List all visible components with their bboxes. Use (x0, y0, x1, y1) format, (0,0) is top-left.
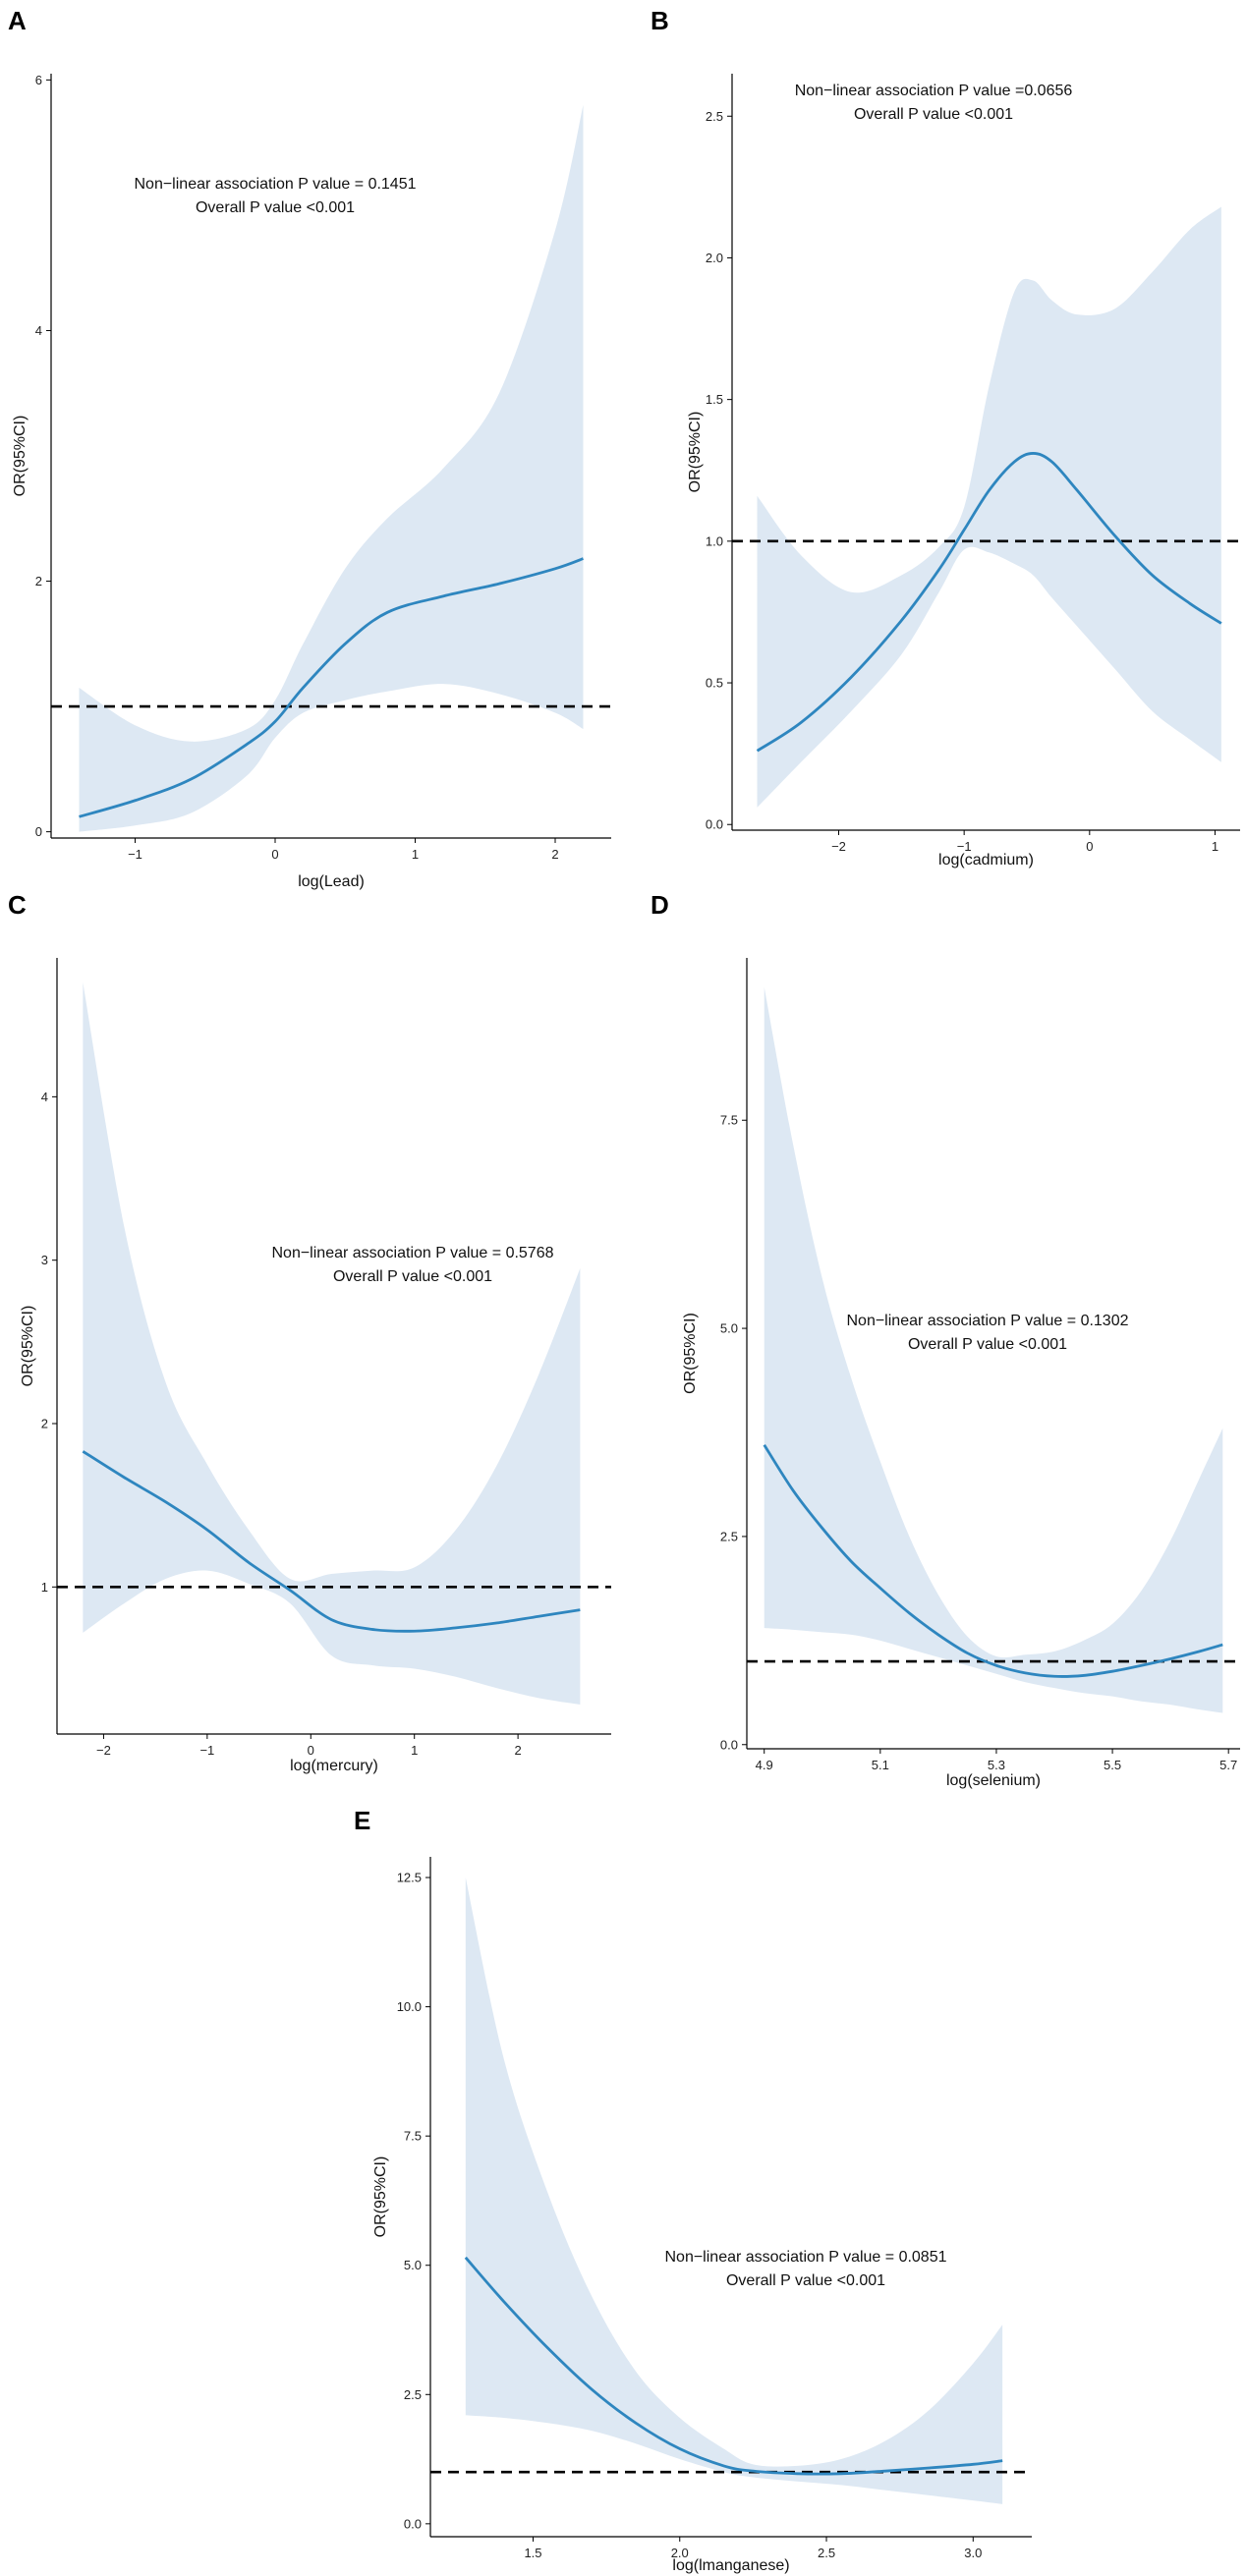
y-tick-label-a: 2 (35, 574, 42, 588)
y-tick-label-d: 7.5 (720, 1113, 738, 1128)
x-tick-label-b: −2 (831, 839, 846, 854)
y-tick-label-e: 10.0 (397, 1999, 422, 2014)
x-tick-label-e: 2.0 (671, 2546, 689, 2560)
chart-panel-e: E 1.5 2.0 2.5 3.0 0.0 2.5 5.0 7.5 10.0 12.5 log(lma… (354, 1806, 1032, 2574)
x-tick-label-c: −2 (96, 1743, 111, 1758)
y-tick-label-e: 0.0 (404, 2516, 422, 2531)
y-tick-label-d: 5.0 (720, 1321, 738, 1336)
x-tick-label-b: −1 (957, 839, 972, 854)
x-tick-label-a: −1 (128, 847, 142, 862)
y-tick-label-e: 12.5 (397, 1871, 422, 1885)
chart-panel-d: D 4.9 5.1 5.3 5.5 5.7 0.0 2.5 5.0 7.5 log(selenium… (651, 890, 1240, 1789)
annotation-line-c: Non−linear association P value = 0.5768 (271, 1245, 553, 1261)
y-axis-label-c: OR(95%CI) (20, 1306, 36, 1387)
fitted-curve-b (756, 452, 1222, 753)
confidence-band-c (83, 981, 581, 1706)
y-tick-label-e: 5.0 (404, 2258, 422, 2272)
chart-panel-b: B −2 −1 0 1 0.0 0.5 1.0 1.5 2.0 2.5 log(cadmium) OR(… (651, 6, 1240, 868)
panels-root: A −1 0 1 2 0 2 4 6 log(Lead) OR(95%CI) Non−linear a… (8, 6, 1240, 2574)
y-tick-label-b: 2.0 (706, 251, 723, 265)
x-tick-label-d: 4.9 (756, 1758, 773, 1772)
y-tick-label-c: 3 (41, 1253, 48, 1267)
x-tick-label-d: 5.7 (1219, 1758, 1237, 1772)
y-tick-label-a: 0 (35, 824, 42, 839)
confidence-band-d (764, 986, 1223, 1713)
y-axis-label-b: OR(95%CI) (687, 412, 704, 493)
y-tick-label-e: 2.5 (404, 2387, 422, 2402)
confidence-band-a (79, 104, 584, 832)
x-axis-label-b: log(cadmium) (938, 852, 1034, 868)
y-tick-label-c: 2 (41, 1417, 48, 1431)
y-tick-label-b: 1.0 (706, 533, 723, 548)
annotation-line-e: Overall P value <0.001 (726, 2272, 885, 2289)
x-tick-label-a: 2 (551, 847, 558, 862)
y-tick-label-c: 4 (41, 1090, 48, 1104)
annotation-line-d: Non−linear association P value = 0.1302 (846, 1313, 1128, 1329)
fitted-curve-d (763, 1443, 1223, 1678)
x-tick-label-a: 1 (412, 847, 419, 862)
panel-letter-d: D (651, 890, 669, 920)
y-tick-label-b: 0.5 (706, 676, 723, 691)
y-axis-label-d: OR(95%CI) (682, 1313, 699, 1394)
chart-panel-a: A −1 0 1 2 0 2 4 6 log(Lead) OR(95%CI) Non−linear a… (8, 6, 611, 890)
x-axis-label-a: log(Lead) (298, 873, 365, 890)
y-tick-label-b: 2.5 (706, 109, 723, 124)
annotation-line-e: Non−linear association P value = 0.0851 (664, 2249, 946, 2266)
y-axis-label-e: OR(95%CI) (372, 2156, 389, 2238)
fitted-curve-c (82, 1450, 581, 1633)
x-tick-label-e: 3.0 (964, 2546, 982, 2560)
x-tick-label-d: 5.5 (1104, 1758, 1121, 1772)
x-tick-label-e: 1.5 (524, 2546, 541, 2560)
confidence-band-e (465, 1877, 1003, 2504)
x-tick-label-c: −1 (199, 1743, 214, 1758)
panel-letter-a: A (8, 6, 27, 35)
x-tick-label-c: 1 (411, 1743, 418, 1758)
x-axis-label-d: log(selenium) (946, 1772, 1041, 1789)
y-tick-label-b: 1.5 (706, 392, 723, 407)
x-tick-label-d: 5.1 (872, 1758, 889, 1772)
y-tick-label-a: 6 (35, 73, 42, 87)
y-tick-label-d: 0.0 (720, 1737, 738, 1752)
y-tick-label-c: 1 (41, 1580, 48, 1595)
panel-letter-e: E (354, 1806, 370, 1835)
x-tick-label-a: 0 (271, 847, 278, 862)
panel-letter-c: C (8, 890, 27, 920)
annotation-line-a: Overall P value <0.001 (196, 199, 355, 216)
x-tick-label-c: 0 (308, 1743, 314, 1758)
panel-letter-b: B (651, 6, 669, 35)
x-tick-label-b: 0 (1086, 839, 1093, 854)
y-tick-label-d: 2.5 (720, 1529, 738, 1543)
y-axis-label-a: OR(95%CI) (12, 416, 28, 497)
x-tick-label-c: 2 (515, 1743, 522, 1758)
y-tick-label-a: 4 (35, 323, 42, 338)
annotation-line-b: Overall P value <0.001 (854, 106, 1013, 123)
x-tick-label-d: 5.3 (988, 1758, 1005, 1772)
annotation-line-a: Non−linear association P value = 0.1451 (134, 176, 416, 193)
annotation-line-b: Non−linear association P value =0.0656 (795, 83, 1073, 99)
y-tick-label-e: 7.5 (404, 2129, 422, 2144)
annotation-line-d: Overall P value <0.001 (908, 1336, 1067, 1353)
chart-panel-c: C −2 −1 0 1 2 1 2 3 4 log(mercury) OR(95%CI) Non−lin… (8, 890, 611, 1774)
confidence-band-b (757, 206, 1221, 808)
x-axis-label-c: log(mercury) (290, 1758, 378, 1774)
y-tick-label-b: 0.0 (706, 817, 723, 832)
x-tick-label-b: 1 (1212, 839, 1218, 854)
x-tick-label-e: 2.5 (818, 2546, 835, 2560)
x-axis-label-e: log(lmanganese) (672, 2557, 789, 2574)
fitted-curve-e (464, 2256, 1003, 2476)
fitted-curve-a (79, 557, 584, 818)
annotation-line-c: Overall P value <0.001 (333, 1268, 492, 1285)
